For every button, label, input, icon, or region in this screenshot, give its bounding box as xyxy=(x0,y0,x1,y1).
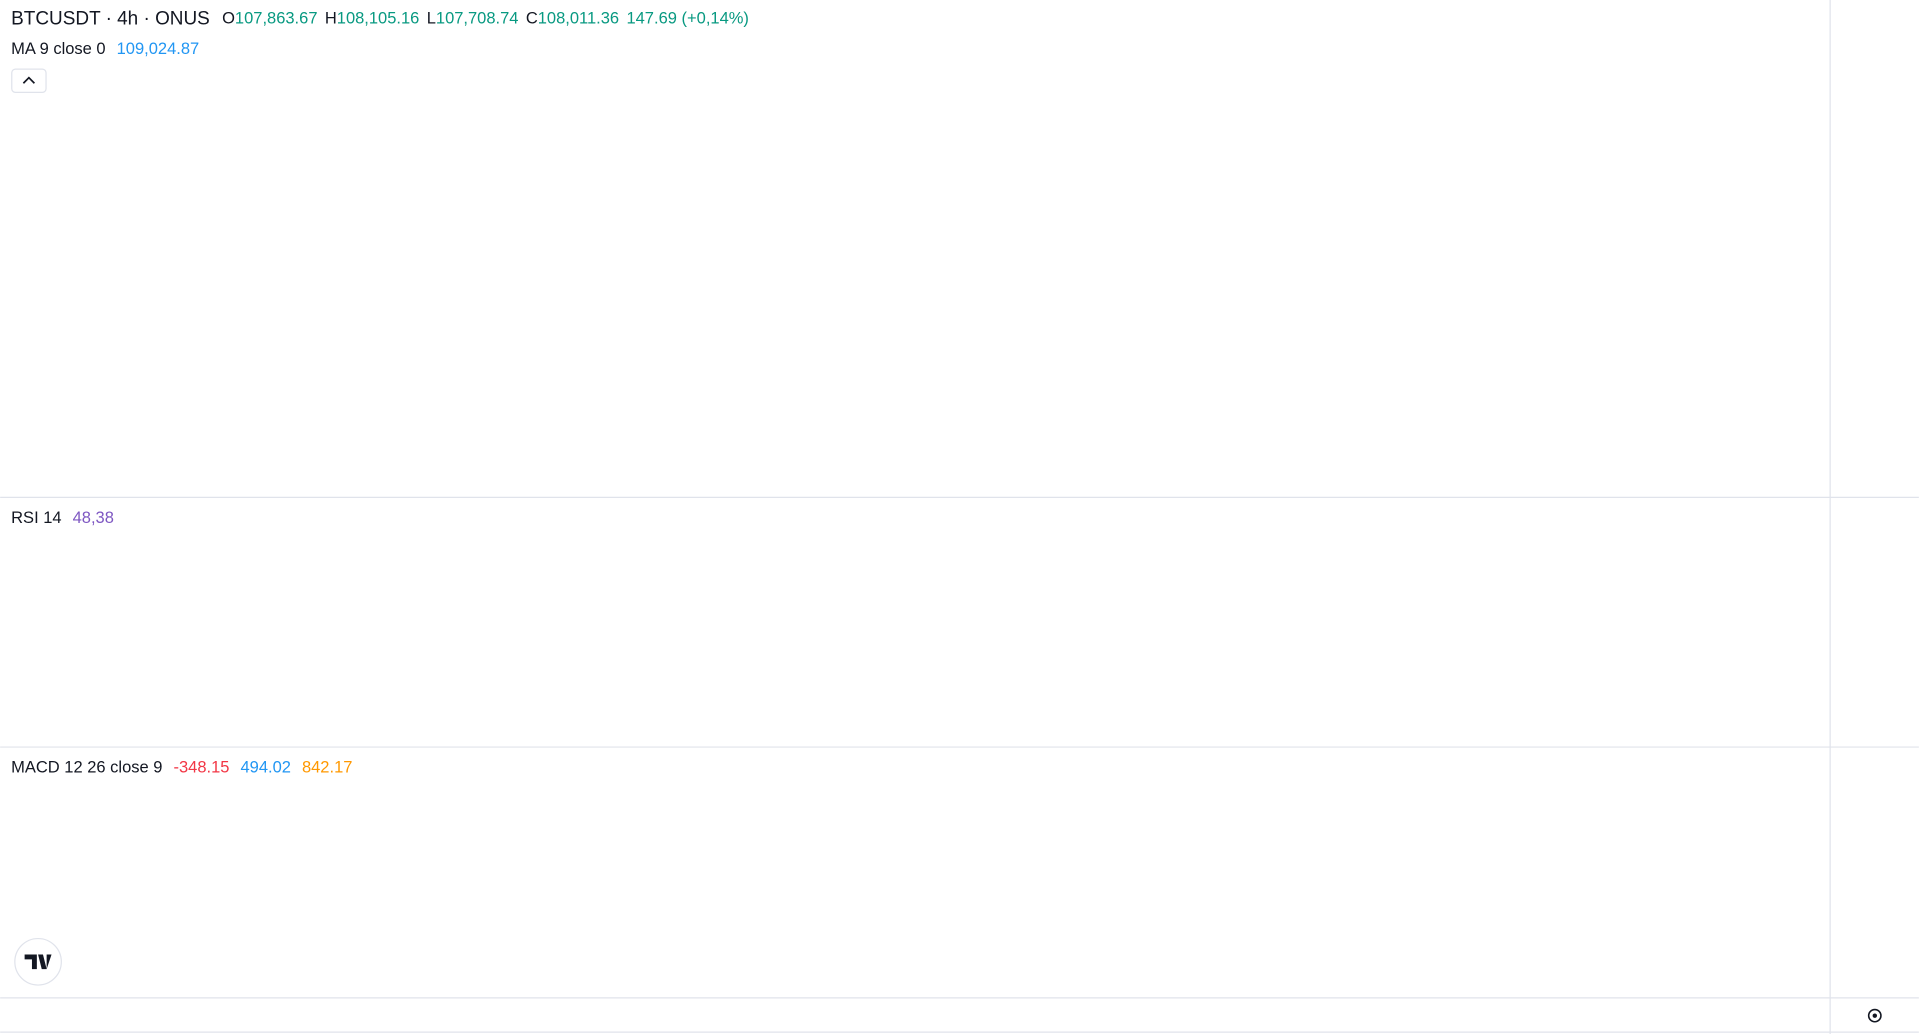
chevron-icon xyxy=(22,76,36,84)
change: 147.69 (+0,14%) xyxy=(626,10,748,28)
rsi-legend: RSI 14 48,38 xyxy=(11,509,114,527)
macd-value: 494.02 xyxy=(240,759,290,777)
ohlc-name: C xyxy=(526,10,538,28)
button-frame[interactable] xyxy=(11,68,47,93)
rsi-name: RSI 14 xyxy=(11,509,61,527)
symbol: BTCUSDT · 4h · ONUS xyxy=(11,9,210,30)
ohlc-value: 107,708.74 xyxy=(436,10,519,28)
macd-legend: MACD 12 26 close 9 -348.15 494.02 842.17 xyxy=(11,759,352,777)
ohlc-value: 108,011.36 xyxy=(538,10,619,28)
hist-value: -348.15 xyxy=(173,759,229,777)
gear-center xyxy=(1872,1013,1878,1018)
ohlc-value: 108,105.16 xyxy=(337,10,420,28)
ohlc-name: O xyxy=(222,10,235,28)
logo[interactable] xyxy=(14,937,62,986)
rsi-value: 48,38 xyxy=(73,509,114,527)
ohlc-name: L xyxy=(427,10,436,28)
settings-button[interactable] xyxy=(1867,1008,1882,1023)
header: BTCUSDT · 4h · ONUS O107,863.67 H108,105.1… xyxy=(11,9,749,30)
logo-frame[interactable] xyxy=(14,937,62,986)
ohlc-value: 107,863.67 xyxy=(235,10,318,28)
macd-name: MACD 12 26 close 9 xyxy=(11,759,162,777)
collapse-button[interactable] xyxy=(11,68,47,93)
ohlc-name: H xyxy=(325,10,337,28)
gear-icon[interactable] xyxy=(1867,1008,1882,1023)
ma-value: 109,024.87 xyxy=(117,41,200,59)
logo-icon xyxy=(24,954,52,970)
ma-legend: MA 9 close 0 109,024.87 xyxy=(11,41,199,59)
signal-value: 842.17 xyxy=(302,759,352,777)
ma-name: MA 9 close 0 xyxy=(11,41,105,59)
